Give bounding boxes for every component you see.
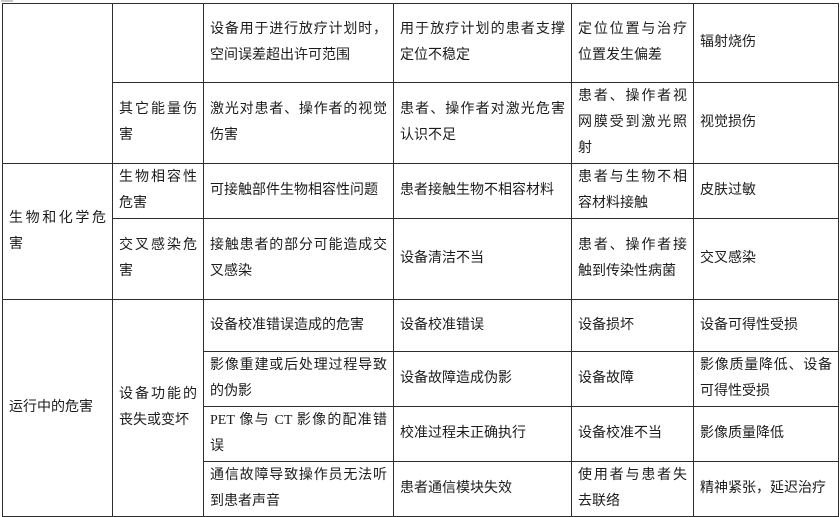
cell-situation: 定位位置与治疗位置发生偏差 — [571, 3, 694, 83]
cell-harm: 视觉损伤 — [693, 82, 839, 164]
cell-event: 设备校准错误造成的危害 — [203, 299, 394, 352]
cell-category: 生物和化学危害 — [2, 163, 113, 300]
cell-harm: 影像质量降低 — [693, 406, 839, 462]
cell-category: 运行中的危害 — [2, 299, 113, 517]
screenshot-corner-artifact — [1, 0, 13, 2]
cell-subcategory: 其它能量伤害 — [112, 82, 204, 164]
cell-cause: 患者接触生物不相容材料 — [393, 163, 572, 219]
cell-situation: 设备故障 — [571, 351, 694, 407]
cell-harm: 影像质量降低、设备可得性受损 — [693, 351, 839, 407]
table-row: 其它能量伤害 激光对患者、操作者的视觉伤害 患者、操作者对激光危害认识不足 患者… — [3, 82, 839, 164]
cell-event: 可接触部件生物相容性问题 — [203, 163, 394, 219]
table-row: PET 像与 CT 影像的配准错误 校准过程未正确执行 设备校准不当 影像质量降… — [3, 406, 839, 462]
cell-cause: 用于放疗计划的患者支撑定位不稳定 — [393, 3, 572, 83]
cell-harm: 精神紧张，延迟治疗 — [693, 461, 839, 517]
cell-situation: 患者、操作者接触到传染性病菌 — [571, 218, 694, 300]
cell-cause: 患者、操作者对激光危害认识不足 — [393, 82, 572, 164]
cell-cause: 设备清洁不当 — [393, 218, 572, 300]
cell-cause: 患者通信模块失效 — [393, 461, 572, 517]
cell-harm: 设备可得性受损 — [693, 299, 839, 352]
cell-cause: 设备故障造成伪影 — [393, 351, 572, 407]
cell-subcategory: 生物相容性危害 — [112, 163, 204, 219]
cell-subcategory: 交叉感染危害 — [112, 218, 204, 300]
table-row: 运行中的危害 设备功能的丧失或变坏 设备校准错误造成的危害 设备校准错误 设备损… — [2, 299, 839, 517]
cell-situation: 患者、操作者视网膜受到激光照射 — [571, 82, 694, 164]
cell-subcategory: 设备功能的丧失或变坏 — [112, 299, 204, 517]
cell-event: 设备用于进行放疗计划时，空间误差超出许可范围 — [203, 3, 394, 83]
table-row: 生物和化学危害 生物相容性危害 可接触部件生物相容性问题 患者接触生物不相容材料… — [2, 163, 839, 300]
cell-event: 影像重建或后处理过程导致的伪影 — [203, 351, 394, 407]
cell-cause: 设备校准错误 — [393, 299, 572, 352]
cell-category — [2, 3, 113, 164]
cell-subcategory — [112, 3, 204, 83]
cell-harm: 辐射烧伤 — [693, 3, 839, 83]
cell-event: 激光对患者、操作者的视觉伤害 — [203, 82, 394, 164]
cell-harm: 皮肤过敏 — [693, 163, 839, 219]
cell-situation: 患者与生物不相容材料接触 — [571, 163, 694, 219]
table-row: 设备用于进行放疗计划时，空间误差超出许可范围 用于放疗计划的患者支撑定位不稳定 … — [2, 3, 839, 164]
cell-situation: 使用者与患者失去联络 — [571, 461, 694, 517]
cell-event: 接触患者的部分可能造成交叉感染 — [203, 218, 394, 300]
cell-situation: 设备损坏 — [571, 299, 694, 352]
cell-cause: 校准过程未正确执行 — [393, 406, 572, 462]
cell-harm: 交叉感染 — [693, 218, 839, 300]
table-row: 交叉感染危害 接触患者的部分可能造成交叉感染 设备清洁不当 患者、操作者接触到传… — [3, 218, 839, 300]
table-row: 影像重建或后处理过程导致的伪影 设备故障造成伪影 设备故障 影像质量降低、设备可… — [3, 351, 839, 407]
risk-analysis-table: 设备用于进行放疗计划时，空间误差超出许可范围 用于放疗计划的患者支撑定位不稳定 … — [2, 3, 839, 517]
cell-event: PET 像与 CT 影像的配准错误 — [203, 406, 394, 462]
cell-event: 通信故障导致操作员无法听到患者声音 — [203, 461, 394, 517]
cell-situation: 设备校准不当 — [571, 406, 694, 462]
